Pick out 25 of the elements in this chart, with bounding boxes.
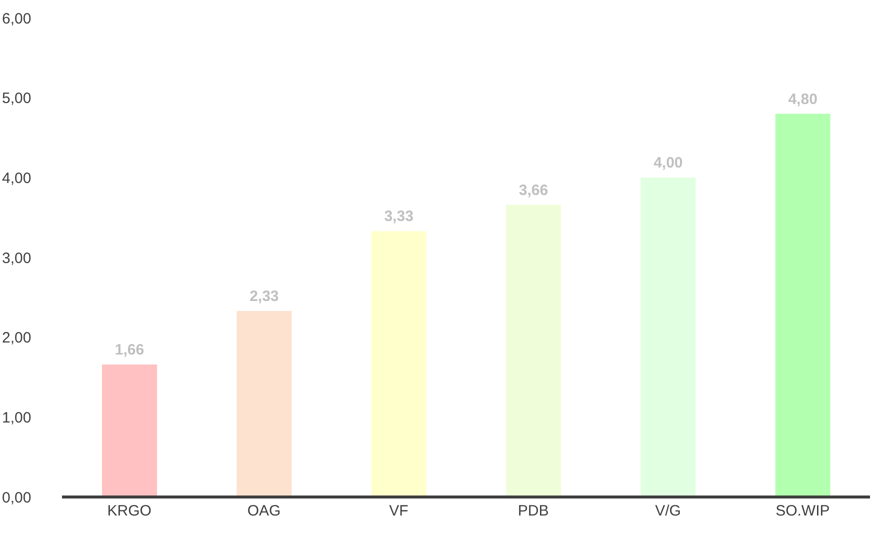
- x-tick-label: OAG: [247, 502, 281, 520]
- y-tick-label: 3,00: [2, 250, 32, 267]
- bar: [371, 231, 426, 497]
- x-tick-label: PDB: [518, 502, 549, 520]
- x-tick-label: V/G: [655, 502, 681, 520]
- x-tick-label: SO.WIP: [776, 502, 830, 520]
- bar: [102, 364, 157, 497]
- y-tick-label: 1,00: [2, 409, 32, 426]
- bar: [775, 114, 830, 497]
- y-tick-label: 5,00: [2, 90, 32, 108]
- data-label: 3,66: [518, 182, 548, 199]
- bar: [640, 178, 696, 497]
- data-label: 4,80: [788, 90, 818, 108]
- x-tick-label: KRGO: [107, 502, 152, 520]
- y-tick-label: 2,00: [2, 330, 32, 347]
- bar: [236, 310, 292, 497]
- data-label: 4,00: [654, 154, 683, 172]
- data-label: 2,33: [250, 288, 279, 305]
- bar: [506, 204, 561, 497]
- y-tick-label: 4,00: [2, 170, 32, 187]
- data-label: 1,66: [114, 341, 144, 358]
- data-label: 3,33: [384, 208, 414, 226]
- y-tick-label: 0,00: [2, 489, 32, 506]
- x-tick-label: VF: [389, 502, 408, 520]
- y-tick-label: 6,00: [2, 10, 32, 28]
